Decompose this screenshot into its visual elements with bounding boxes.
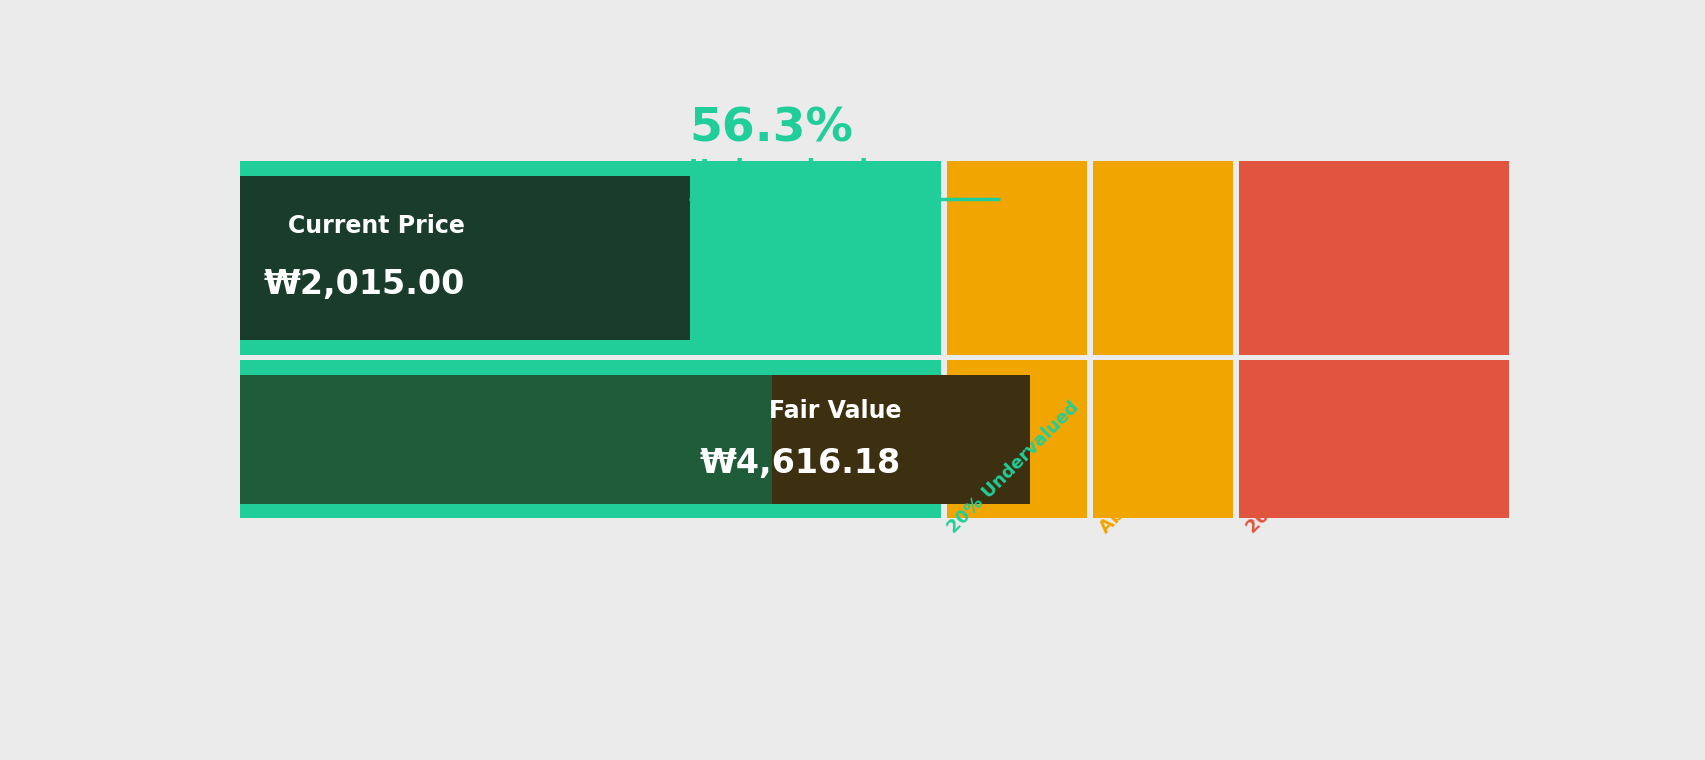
Bar xyxy=(239,360,943,518)
Text: 20% Undervalued: 20% Undervalued xyxy=(943,398,1083,537)
Text: ₩2,015.00: ₩2,015.00 xyxy=(264,268,465,301)
Text: Current Price: Current Price xyxy=(288,214,465,238)
Text: ₩4,616.18: ₩4,616.18 xyxy=(699,448,900,480)
Bar xyxy=(1086,161,1093,354)
Bar xyxy=(1089,161,1236,354)
Bar xyxy=(239,161,943,354)
Text: 56.3%: 56.3% xyxy=(689,106,852,152)
Bar xyxy=(239,375,943,504)
Bar xyxy=(772,375,1030,504)
Bar xyxy=(943,360,1089,518)
Text: 20% Overvalued: 20% Overvalued xyxy=(1241,407,1371,537)
Bar xyxy=(1233,161,1238,354)
Bar xyxy=(1089,360,1236,518)
Bar xyxy=(943,161,1089,354)
Text: Fair Value: Fair Value xyxy=(769,399,900,423)
Bar xyxy=(941,360,946,518)
Bar xyxy=(1233,360,1238,518)
Bar xyxy=(239,176,691,340)
Bar xyxy=(1236,161,1509,354)
Bar xyxy=(239,354,1509,360)
Bar xyxy=(1236,360,1509,518)
Bar xyxy=(1086,360,1093,518)
Text: Undervalued: Undervalued xyxy=(689,158,870,182)
Bar xyxy=(941,161,946,354)
Text: About Right: About Right xyxy=(1096,439,1194,537)
